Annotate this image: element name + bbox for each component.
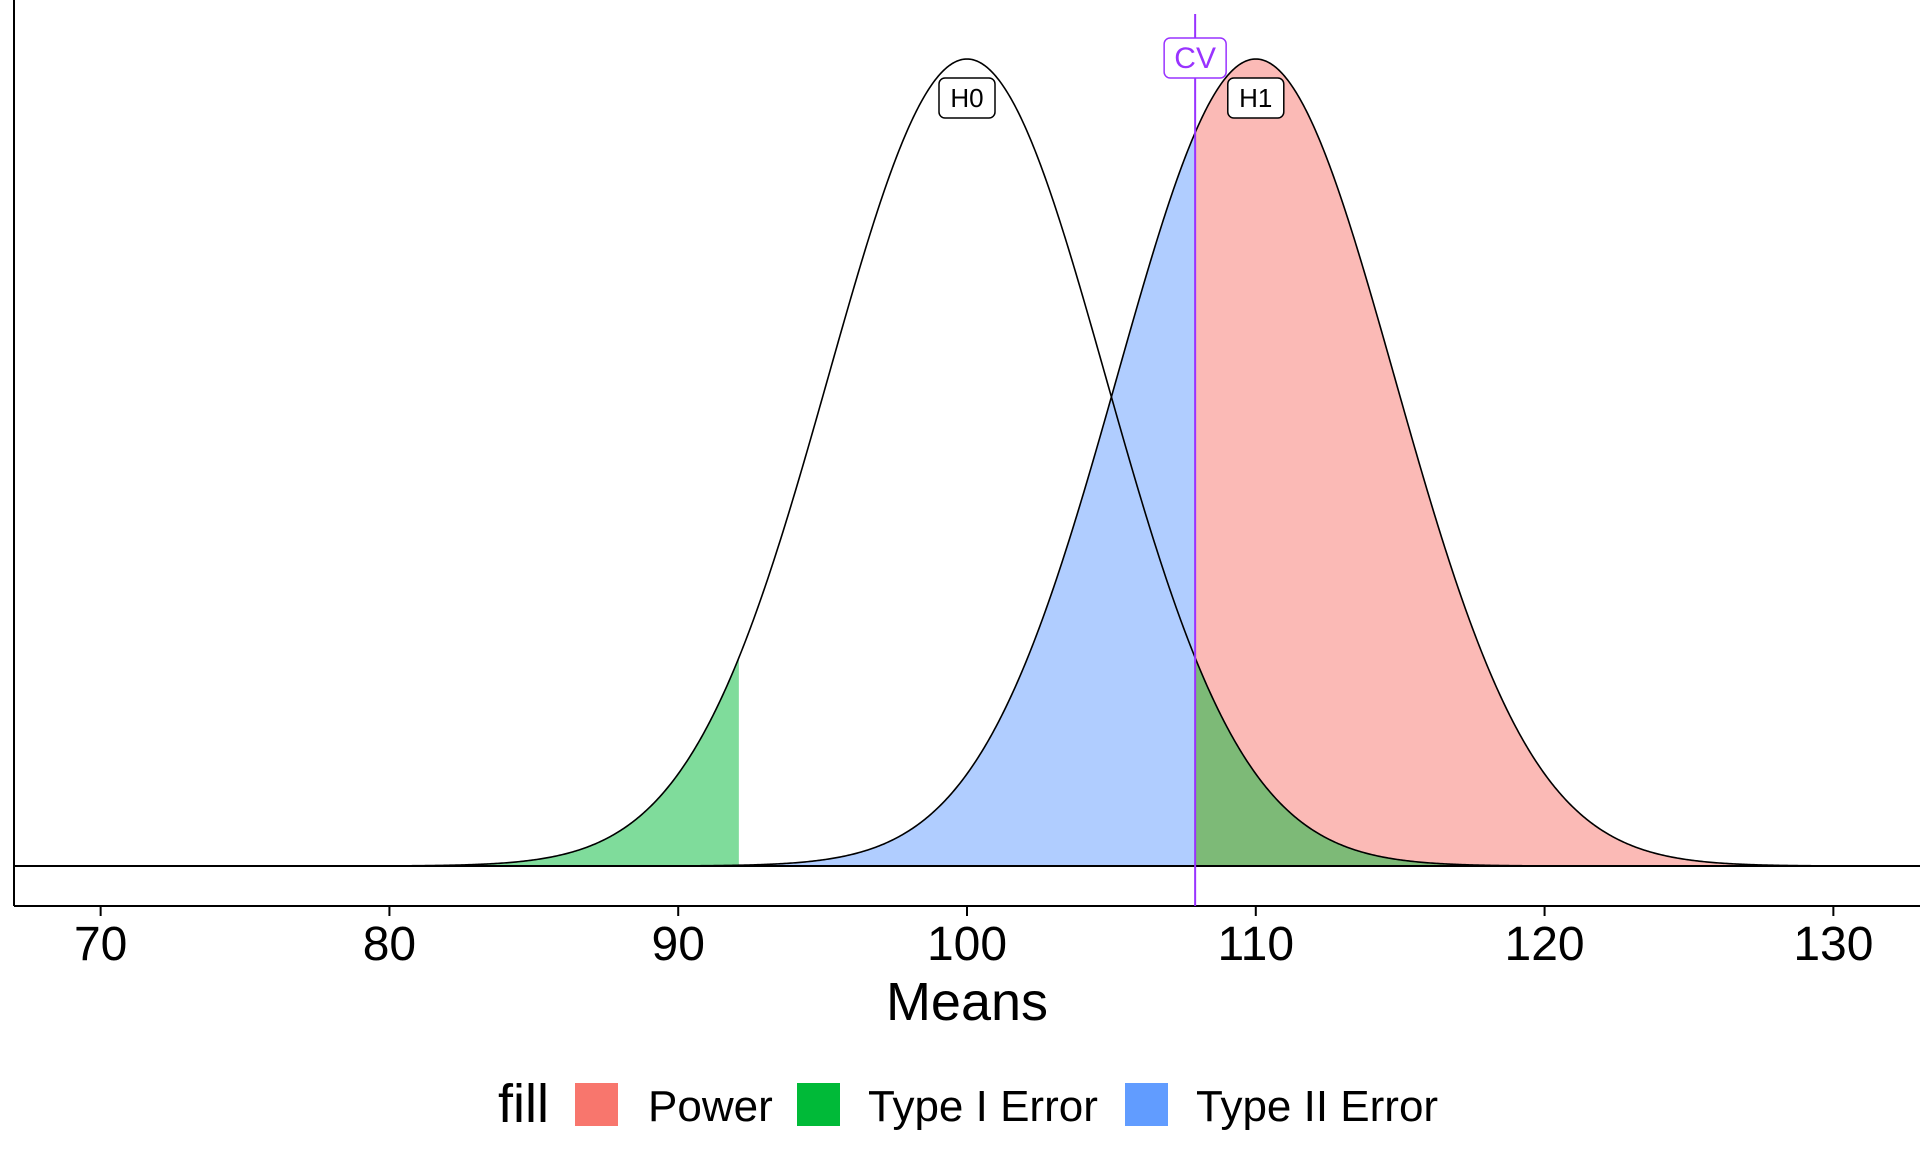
x-tick-label: 130 bbox=[1793, 918, 1873, 971]
curve-h1 bbox=[14, 58, 1920, 867]
cv-label-box bbox=[1163, 37, 1227, 79]
label-text: H0 bbox=[950, 83, 983, 113]
label-box bbox=[938, 77, 996, 119]
x-tick-label: 100 bbox=[927, 918, 1007, 971]
legend-key-type-ii-error bbox=[1125, 1083, 1168, 1126]
label-cv: CV bbox=[1163, 37, 1227, 79]
x-tick-label: 90 bbox=[652, 918, 705, 971]
x-tick-label: 70 bbox=[74, 918, 127, 971]
legend-key-power bbox=[575, 1083, 618, 1126]
x-tick-label: 80 bbox=[363, 918, 416, 971]
region-power-0 bbox=[1195, 59, 1920, 866]
curve-h0 bbox=[14, 58, 1920, 867]
label-h1: H1 bbox=[1227, 77, 1285, 119]
x-axis: 70 80 90 100 110 120 130 bbox=[74, 906, 1873, 971]
legend: fill Power Type I Error Type II Error bbox=[498, 1074, 1438, 1134]
plot-panel: H0 H1 CV bbox=[13, 0, 1920, 907]
label-h0: H0 bbox=[938, 77, 996, 119]
legend-label-power: Power bbox=[648, 1082, 773, 1131]
region-type-i-error-1 bbox=[1195, 657, 1920, 866]
legend-key-type-i-error bbox=[797, 1083, 840, 1126]
region-type-i-error-0 bbox=[14, 657, 739, 866]
x-tick-label: 120 bbox=[1505, 918, 1585, 971]
legend-label-type-ii-error: Type II Error bbox=[1196, 1082, 1438, 1131]
region-type-ii-error-0 bbox=[14, 132, 1196, 866]
legend-title: fill bbox=[498, 1074, 549, 1134]
cv-label-text: CV bbox=[1174, 42, 1216, 75]
x-axis-title: Means bbox=[886, 972, 1048, 1032]
x-tick-label: 110 bbox=[1218, 918, 1295, 971]
label-box bbox=[1227, 77, 1285, 119]
legend-label-type-i-error: Type I Error bbox=[868, 1082, 1098, 1131]
label-text: H1 bbox=[1239, 83, 1272, 113]
